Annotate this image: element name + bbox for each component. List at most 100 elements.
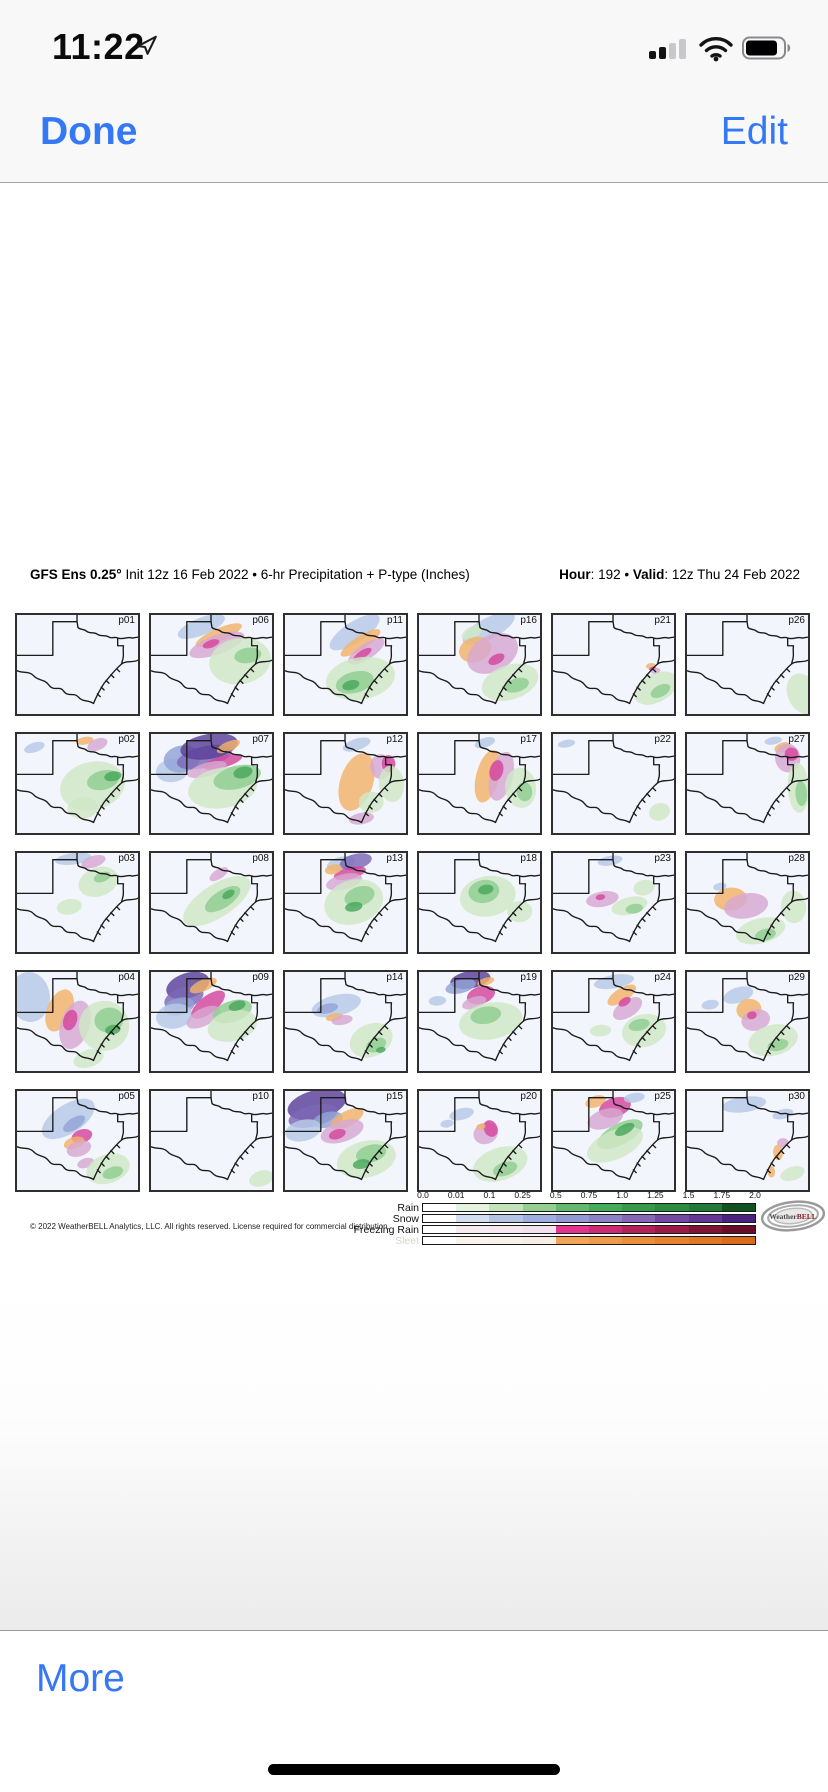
chart-title-right: Hour: 192 • Valid: 12z Thu 24 Feb 2022 [559, 567, 800, 582]
home-indicator[interactable] [268, 1764, 560, 1775]
ensemble-panel-p17: p17 [417, 732, 542, 835]
legend-color-ramp [422, 1214, 756, 1223]
ensemble-panel-p21: p21 [551, 613, 676, 716]
ensemble-panel-p25: p25 [551, 1089, 676, 1192]
ensemble-panel-p28: p28 [685, 851, 810, 954]
wifi-icon [698, 36, 734, 67]
panel-label: p18 [520, 853, 537, 864]
legend-tick: 0.25 [514, 1190, 531, 1200]
panel-label: p24 [654, 972, 671, 983]
scroll-fade [0, 1273, 828, 1631]
legend-tick: 0.0 [417, 1190, 429, 1200]
legend-color-ramp [422, 1203, 756, 1212]
panel-label: p17 [520, 734, 537, 745]
panel-label: p09 [252, 972, 269, 983]
logo-text-weather: Weather [769, 1212, 797, 1221]
panel-label: p14 [386, 972, 403, 983]
ensemble-panel-p10: p10 [149, 1089, 274, 1192]
ensemble-panel-p27: p27 [685, 732, 810, 835]
panel-label: p12 [386, 734, 403, 745]
panel-label: p01 [118, 615, 135, 626]
edit-button[interactable]: Edit [720, 110, 788, 153]
panel-label: p23 [654, 853, 671, 864]
panel-label: p16 [520, 615, 537, 626]
ensemble-panel-p18: p18 [417, 851, 542, 954]
panel-label: p15 [386, 1091, 403, 1102]
ensemble-panel-p23: p23 [551, 851, 676, 954]
ensemble-panel-p13: p13 [283, 851, 408, 954]
legend-row-sleet: Sleet [337, 1234, 777, 1247]
panel-label: p19 [520, 972, 537, 983]
nav-bar: Done Edit [0, 88, 828, 183]
panel-label: p02 [118, 734, 135, 745]
legend-tick: 1.75 [713, 1190, 731, 1200]
ensemble-panel-p07: p07 [149, 732, 274, 835]
weatherbell-logo: WeatherBELL [760, 1193, 826, 1246]
chart-title-left: GFS Ens 0.25° Init 12z 16 Feb 2022 • 6-h… [30, 567, 470, 582]
ensemble-grid: p01 p06 p11 p16 p21 p26 p02 p07 p12 p17 p22 p27 p03 p… [15, 613, 810, 1192]
panel-label: p29 [788, 972, 805, 983]
cellular-signal-icon [648, 36, 690, 67]
panel-label: p05 [118, 1091, 135, 1102]
ensemble-panel-p12: p12 [283, 732, 408, 835]
legend-row-label: Snow [392, 1212, 419, 1225]
ensemble-panel-p09: p09 [149, 970, 274, 1073]
legend-tick: 0.01 [447, 1190, 465, 1200]
svg-text:WeatherBELL: WeatherBELL [769, 1212, 817, 1221]
panel-label: p28 [788, 853, 805, 864]
forecast-image[interactable]: GFS Ens 0.25° Init 12z 16 Feb 2022 • 6-h… [0, 183, 828, 1273]
ensemble-panel-p26: p26 [685, 613, 810, 716]
ensemble-panel-p20: p20 [417, 1089, 542, 1192]
legend-tick: 0.75 [580, 1190, 598, 1200]
legend-row-label: Sleet [395, 1234, 419, 1247]
bottom-toolbar: More [0, 1631, 828, 1792]
legend-row-freezing-rain: Freezing Rain [337, 1223, 777, 1236]
ensemble-panel-p15: p15 [283, 1089, 408, 1192]
panel-label: p13 [386, 853, 403, 864]
panel-label: p11 [387, 615, 403, 626]
location-arrow-icon [136, 34, 158, 61]
ensemble-panel-p11: p11 [283, 613, 408, 716]
ensemble-panel-p08: p08 [149, 851, 274, 954]
legend-row-label: Freezing Rain [353, 1223, 419, 1236]
chart-title-row: GFS Ens 0.25° Init 12z 16 Feb 2022 • 6-h… [30, 567, 800, 582]
ensemble-panel-p03: p03 [15, 851, 140, 954]
ensemble-panel-p29: p29 [685, 970, 810, 1073]
status-bar: 11:22 [0, 0, 828, 88]
legend-tick: 1.25 [647, 1190, 664, 1200]
more-button[interactable]: More [36, 1657, 125, 1700]
status-time: 11:22 [52, 26, 145, 67]
panel-label: p21 [654, 615, 671, 626]
panel-label: p04 [118, 972, 135, 983]
ensemble-panel-p19: p19 [417, 970, 542, 1073]
ensemble-panel-p05: p05 [15, 1089, 140, 1192]
ensemble-panel-p16: p16 [417, 613, 542, 716]
precip-legend: 0.0 0.01 0.1 0.25 0.5 0.75 1.0 1.25 1.5 1.75 2.0 Ra… [337, 1190, 777, 1247]
ensemble-panel-p30: p30 [685, 1089, 810, 1192]
copyright-text: © 2022 WeatherBELL Analytics, LLC. All r… [30, 1222, 390, 1231]
legend-ticks: 0.0 0.01 0.1 0.25 0.5 0.75 1.0 1.25 1.5 1.75 2.0 [417, 1190, 761, 1201]
legend-row-snow: Snow [337, 1212, 777, 1225]
ensemble-panel-p04: p04 [15, 970, 140, 1073]
legend-row-rain: Rain [337, 1201, 777, 1214]
ensemble-panel-p22: p22 [551, 732, 676, 835]
panel-label: p20 [520, 1091, 537, 1102]
legend-color-ramp [422, 1225, 756, 1234]
panel-label: p08 [252, 853, 269, 864]
done-button[interactable]: Done [40, 110, 138, 153]
legend-tick: 0.1 [483, 1190, 496, 1200]
panel-label: p06 [252, 615, 269, 626]
ensemble-panel-p14: p14 [283, 970, 408, 1073]
panel-label: p27 [788, 734, 805, 745]
logo-text-bell: BELL [797, 1212, 817, 1221]
legend-row-label: Rain [397, 1201, 419, 1214]
battery-icon [742, 36, 794, 65]
legend-tick: 1.5 [682, 1190, 695, 1200]
ensemble-panel-p01: p01 [15, 613, 140, 716]
legend-tick: 2.0 [749, 1190, 761, 1200]
legend-tick: 1.0 [616, 1190, 629, 1200]
panel-label: p10 [252, 1091, 269, 1102]
legend-color-ramp [422, 1236, 756, 1245]
legend-tick: 0.5 [549, 1190, 562, 1200]
